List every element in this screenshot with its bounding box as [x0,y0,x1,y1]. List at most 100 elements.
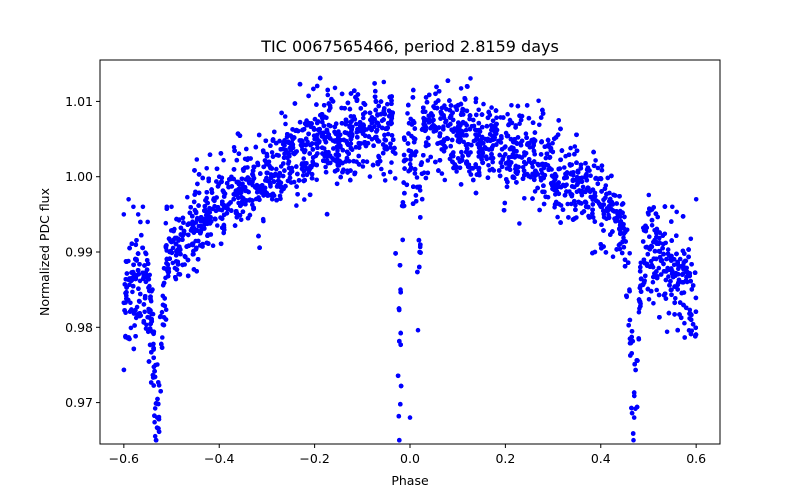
data-point [301,127,307,132]
data-point [180,233,185,238]
data-point [468,76,473,81]
data-point [209,187,214,192]
data-point [647,234,652,239]
data-point [550,174,556,179]
data-point [260,148,266,153]
data-point [163,317,169,322]
data-point [206,176,211,182]
data-point [333,138,338,143]
data-point [460,154,465,159]
data-point [558,220,563,225]
data-point [575,170,581,175]
data-point [487,168,493,173]
data-point [649,244,655,249]
data-point [279,110,284,116]
data-point [128,325,134,331]
data-point [318,112,323,118]
data-point [124,271,130,276]
data-point [662,291,668,297]
y-tick-label: 0.98 [65,320,93,335]
data-point [444,106,449,112]
data-point [245,215,251,221]
data-point [448,143,454,149]
data-point [537,207,542,213]
data-point [592,219,598,224]
data-point [442,177,448,183]
data-point [460,119,466,125]
data-point [606,215,612,221]
data-point [559,148,565,153]
data-point [360,129,365,134]
data-point [168,248,173,254]
data-point [257,245,262,250]
data-point [154,401,159,406]
data-point [423,140,429,145]
data-point [204,166,209,171]
y-tick-label: 1.00 [65,169,93,184]
data-point [392,145,397,151]
data-point [572,144,578,149]
data-point [414,175,420,180]
data-point [216,174,222,179]
x-axis-label: Phase [391,473,429,488]
data-point [198,230,203,236]
data-point [509,103,514,108]
data-point [558,157,563,163]
data-point [234,192,240,198]
data-point [654,275,660,281]
data-point [380,150,386,156]
data-point [156,380,161,385]
data-point [269,197,275,202]
data-point [316,140,322,145]
data-point [196,203,201,208]
data-point [526,159,532,164]
data-point [674,233,679,238]
data-point [297,81,303,87]
data-point [360,164,366,169]
data-point [347,106,353,112]
data-point [402,190,407,196]
data-point [320,151,325,156]
data-point [535,185,540,191]
data-point [679,290,684,296]
data-point [553,199,559,205]
data-point [361,101,367,106]
data-point [159,341,164,347]
data-point [501,208,507,213]
data-point [603,250,609,255]
data-point [328,160,333,166]
data-point [417,188,423,193]
data-point [340,160,345,166]
data-point [442,143,447,149]
data-point [513,163,519,169]
data-point [522,159,527,165]
data-point [134,238,139,243]
data-point [144,267,150,273]
data-point [617,227,622,233]
data-point [205,232,211,238]
data-point [185,194,190,200]
data-point [451,127,457,132]
data-point [500,157,506,162]
data-point [583,200,589,206]
data-point [651,205,656,210]
data-point [393,251,398,256]
data-point [238,181,243,187]
data-point [667,283,672,288]
data-point [497,152,503,158]
data-point [523,131,529,136]
data-point [163,220,169,226]
data-point [302,197,307,202]
data-point [689,262,694,267]
data-point [661,269,667,274]
data-point [286,140,292,145]
data-point [406,148,412,153]
data-point [257,197,262,203]
data-point [183,254,188,260]
data-point [636,297,642,302]
data-point [536,98,541,104]
data-point [412,126,418,131]
data-point [331,146,336,151]
data-point [620,239,625,245]
data-point [574,189,580,195]
